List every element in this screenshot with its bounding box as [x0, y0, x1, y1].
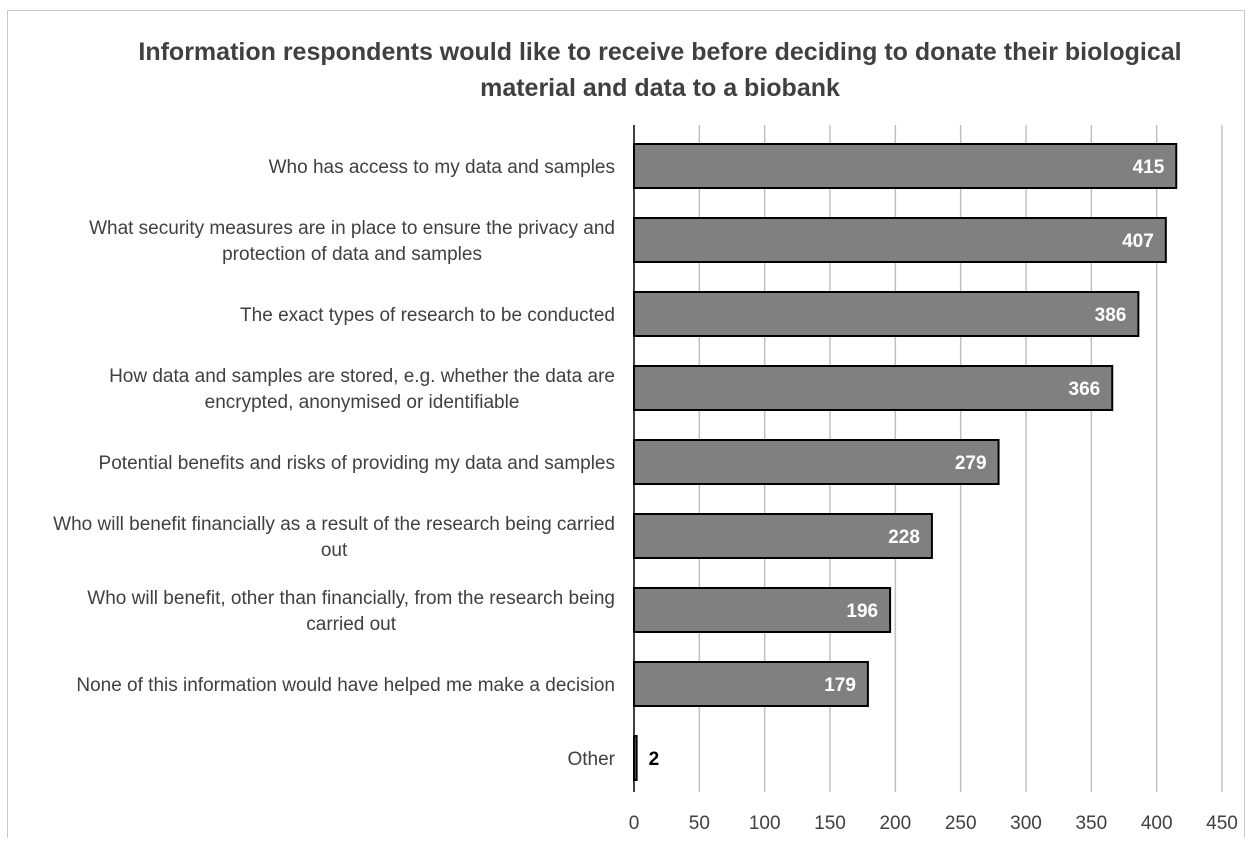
chart-frame: [7, 10, 1245, 838]
chart-title: Information respondents would like to re…: [138, 38, 1182, 102]
bar: [633, 439, 1000, 485]
category-label: None of this information would have help…: [76, 675, 615, 696]
x-tick-label: 100: [749, 813, 781, 834]
value-label: 2: [649, 749, 660, 770]
bar: [633, 513, 933, 559]
x-tick-label: 350: [1075, 813, 1107, 834]
category-label-line: Who will benefit financially as a result…: [53, 514, 615, 535]
x-tick-label: 400: [1141, 813, 1173, 834]
bar: [633, 661, 869, 707]
category-label: Who will benefit, other than financially…: [87, 588, 615, 635]
bar: [633, 735, 638, 781]
value-label: 366: [1069, 379, 1101, 400]
x-tick-label: 0: [629, 813, 640, 834]
bar: [633, 365, 1114, 411]
category-label-line: out: [321, 540, 348, 561]
x-tick-label: 450: [1206, 813, 1238, 834]
category-label-line: carried out: [306, 614, 396, 635]
category-label: Who has access to my data and samples: [269, 157, 615, 178]
category-label: Potential benefits and risks of providin…: [99, 453, 615, 474]
x-tick-label: 300: [1010, 813, 1042, 834]
category-label-line: Other: [567, 749, 615, 770]
category-label-line: Who has access to my data and samples: [269, 157, 615, 178]
bar: [633, 217, 1167, 263]
value-label: 386: [1095, 305, 1127, 326]
category-label: What security measures are in place to e…: [89, 218, 615, 265]
category-label: Other: [567, 749, 615, 770]
value-label: 179: [824, 675, 856, 696]
value-label: 407: [1122, 231, 1154, 252]
x-tick-label: 200: [879, 813, 911, 834]
value-label: 279: [955, 453, 987, 474]
bar: [633, 587, 892, 633]
category-label: How data and samples are stored, e.g. wh…: [109, 366, 615, 413]
category-label-line: Potential benefits and risks of providin…: [99, 453, 615, 474]
category-label: Who will benefit financially as a result…: [53, 514, 615, 561]
category-label-line: Who will benefit, other than financially…: [87, 588, 615, 609]
category-label-line: What security measures are in place to e…: [89, 218, 615, 239]
category-label-line: protection of data and samples: [222, 244, 482, 265]
x-tick-label: 50: [689, 813, 710, 834]
bar: [633, 143, 1178, 189]
category-label: The exact types of research to be conduc…: [240, 305, 615, 326]
category-label-line: The exact types of research to be conduc…: [240, 305, 615, 326]
value-label: 415: [1133, 157, 1165, 178]
bar: [633, 291, 1140, 337]
category-label-line: None of this information would have help…: [76, 675, 615, 696]
x-tick-label: 250: [945, 813, 977, 834]
x-tick-label: 150: [814, 813, 846, 834]
value-label: 196: [846, 601, 878, 622]
category-label-line: How data and samples are stored, e.g. wh…: [109, 366, 615, 387]
value-label: 228: [888, 527, 920, 548]
category-label-line: encrypted, anonymised or identifiable: [205, 392, 520, 413]
